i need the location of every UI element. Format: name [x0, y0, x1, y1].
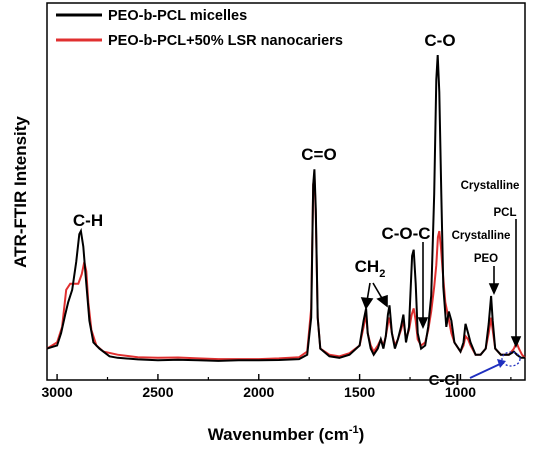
annotation-ch: C-H — [73, 211, 103, 230]
x-tick-label-2000: 2000 — [243, 384, 274, 400]
y-axis-title: ATR-FTIR Intensity — [11, 116, 30, 268]
annotation-crystalline-peo: Crystalline — [452, 230, 511, 242]
legend: PEO-b-PCL micelles PEO-b-PCL+50% LSR nan… — [56, 8, 343, 49]
x-axis-title-close: ) — [359, 425, 365, 444]
plot-frame — [46, 2, 526, 381]
annotation-coc: C-O-C — [381, 224, 430, 243]
arrowhead-pcl — [510, 336, 522, 348]
series-line-nanocarriers — [46, 175, 526, 361]
annotation-ccl: C-Cl — [429, 372, 460, 389]
legend-label-nanocarriers: PEO-b-PCL+50% LSR nanocariers — [108, 33, 343, 49]
annotation-pcl: PCL — [494, 207, 517, 219]
x-tick-label-1500: 1500 — [344, 384, 375, 400]
x-axis-ticks: 3000 2500 2000 1500 1000 — [42, 374, 512, 400]
arrowhead-ch2-right — [376, 294, 388, 308]
x-axis-title-main: Wavenumber (cm — [208, 425, 349, 444]
series-line-micelles — [46, 54, 525, 362]
x-tick-label-2500: 2500 — [142, 384, 173, 400]
annotation-c-double-o: C=O — [301, 145, 336, 164]
annotation-peo: PEO — [474, 253, 498, 265]
arrowhead-ch2-left — [360, 297, 374, 310]
legend-label-micelles: PEO-b-PCL micelles — [108, 8, 247, 24]
arrowhead-ccl — [497, 359, 506, 368]
arrowhead-coc — [417, 317, 429, 329]
x-axis-title: Wavenumber (cm-1) — [208, 424, 365, 444]
ccl-dotted-circle — [501, 351, 521, 367]
x-axis-title-sup: -1 — [349, 424, 359, 436]
annotation-arrows — [360, 219, 522, 348]
x-tick-label-1000: 1000 — [445, 384, 476, 400]
annotation-ch2-sub: 2 — [379, 268, 385, 280]
ccl-marks — [469, 351, 521, 379]
annotation-ch2: CH2 — [355, 257, 386, 280]
annotation-crystalline-pcl: Crystalline — [461, 180, 520, 192]
x-tick-label-3000: 3000 — [42, 384, 73, 400]
arrow-ccl — [469, 363, 501, 379]
arrowhead-peo — [488, 283, 500, 295]
annotation-co: C-O — [424, 31, 455, 50]
annotation-ch2-main: CH — [355, 257, 380, 276]
